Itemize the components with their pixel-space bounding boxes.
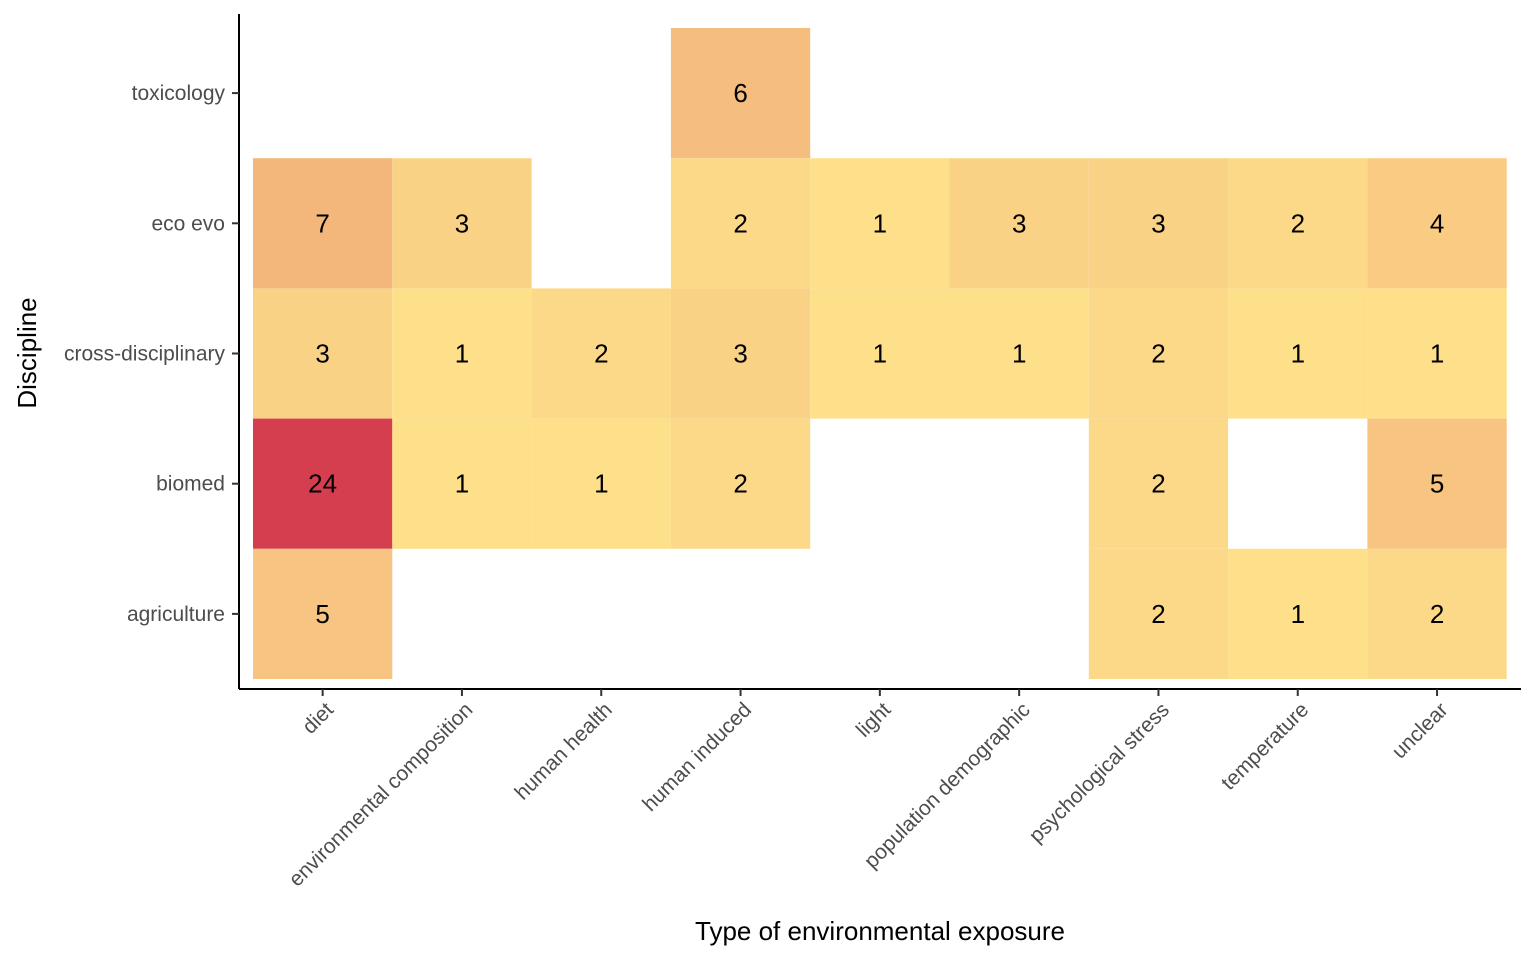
x-tick-label-temperature: temperature	[1217, 698, 1313, 794]
heatmap-cell-eco-evo-environmental-composition	[392, 158, 532, 289]
heatmap-cell-eco-evo-human-induced	[670, 158, 811, 289]
cell-value-label: 2	[733, 208, 747, 238]
cell-value-label: 6	[733, 78, 747, 108]
y-tick-label-cross-disciplinary: cross-disciplinary	[64, 343, 226, 366]
heatmap-cell-eco-evo-light	[810, 158, 950, 289]
x-tick-label-light: light	[852, 698, 896, 742]
heatmap-cell-labels: 67 3 2 1 3 3 2 43 1 2 3 1 1 2 1 124 1 1 2 2 55 2 1 2	[308, 78, 1444, 629]
cell-value-label: 3	[1012, 208, 1026, 238]
heatmap-cell-agriculture-unclear	[1367, 548, 1507, 679]
cell-value-label: 2	[1291, 208, 1305, 238]
cell-value-label: 2	[1151, 599, 1165, 629]
cell-value-label: 1	[1012, 339, 1026, 369]
x-tick-label-human-health: human health	[511, 698, 617, 804]
cell-value-label: 1	[873, 208, 887, 238]
x-tick-label-human-induced: human induced	[638, 698, 756, 816]
heatmap-cell-cross-disciplinary-population-demographic	[949, 288, 1089, 419]
y-tick-label-toxicology: toxicology	[132, 82, 226, 105]
heatmap-cells	[253, 28, 1507, 679]
cell-value-label: 3	[455, 208, 469, 238]
heatmap-cell-toxicology-human-induced	[670, 28, 811, 159]
heatmap-cell-biomed-human-health	[531, 418, 671, 549]
cell-value-label: 1	[1291, 339, 1305, 369]
heatmap-cell-biomed-psychological-stress	[1088, 418, 1229, 549]
cell-value-label: 1	[1430, 339, 1444, 369]
x-tick-label-unclear: unclear	[1388, 698, 1453, 763]
cell-value-label: 1	[1291, 599, 1305, 629]
heatmap-cell-cross-disciplinary-light	[810, 288, 950, 419]
heatmap-cell-eco-evo-population-demographic	[949, 158, 1089, 289]
cell-value-label: 4	[1430, 208, 1444, 238]
cell-value-label: 1	[455, 339, 469, 369]
cell-value-label: 3	[733, 339, 747, 369]
cell-value-label: 5	[315, 599, 329, 629]
heatmap-cell-cross-disciplinary-psychological-stress	[1088, 288, 1229, 419]
y-tick-label-biomed: biomed	[156, 473, 225, 496]
cell-value-label: 2	[594, 339, 608, 369]
heatmap-cell-eco-evo-unclear	[1367, 158, 1507, 289]
y-axis-ticks: agriculture biomed cross-disciplinary eco e…	[64, 82, 239, 626]
cell-value-label: 1	[455, 469, 469, 499]
heatmap-cell-biomed-environmental-composition	[392, 418, 532, 549]
heatmap-cell-eco-evo-temperature	[1228, 158, 1368, 289]
heatmap-cell-cross-disciplinary-human-induced	[670, 288, 811, 419]
cell-value-label: 5	[1430, 469, 1444, 499]
heatmap-cell-cross-disciplinary-human-health	[531, 288, 671, 419]
heatmap-cell-eco-evo-diet	[253, 158, 393, 289]
x-tick-label-psychological-stress: psychological stress	[1025, 698, 1174, 847]
heatmap-cell-cross-disciplinary-temperature	[1228, 288, 1368, 419]
y-tick-label-eco-evo: eco evo	[151, 212, 225, 235]
cell-value-label: 2	[1151, 339, 1165, 369]
heatmap-cell-biomed-human-induced	[670, 418, 811, 549]
heatmap-cell-agriculture-temperature	[1228, 548, 1368, 679]
cell-value-label: 2	[733, 469, 747, 499]
heatmap-cell-cross-disciplinary-diet	[253, 288, 393, 419]
heatmap-cell-eco-evo-psychological-stress	[1088, 158, 1229, 289]
heatmap-cell-cross-disciplinary-unclear	[1367, 288, 1507, 419]
heatmap-cell-cross-disciplinary-environmental-composition	[392, 288, 532, 419]
heatmap-cell-biomed-unclear	[1367, 418, 1507, 549]
cell-value-label: 3	[315, 339, 329, 369]
heatmap-cell-biomed-diet	[253, 418, 393, 549]
x-axis-title: Type of environmental exposure	[695, 916, 1065, 946]
cell-value-label: 24	[308, 469, 337, 499]
heatmap-cell-agriculture-diet	[253, 548, 393, 679]
y-axis-title: Discipline	[12, 297, 42, 408]
cell-value-label: 1	[873, 339, 887, 369]
cell-value-label: 1	[594, 469, 608, 499]
heatmap-cell-agriculture-psychological-stress	[1088, 548, 1229, 679]
x-tick-label-diet: diet	[298, 698, 338, 738]
y-tick-label-agriculture: agriculture	[127, 603, 225, 626]
cell-value-label: 7	[315, 208, 329, 238]
cell-value-label: 2	[1151, 469, 1165, 499]
x-tick-label-population-demographic: population demographic	[860, 698, 1035, 873]
cell-value-label: 2	[1430, 599, 1444, 629]
cell-value-label: 3	[1151, 208, 1165, 238]
